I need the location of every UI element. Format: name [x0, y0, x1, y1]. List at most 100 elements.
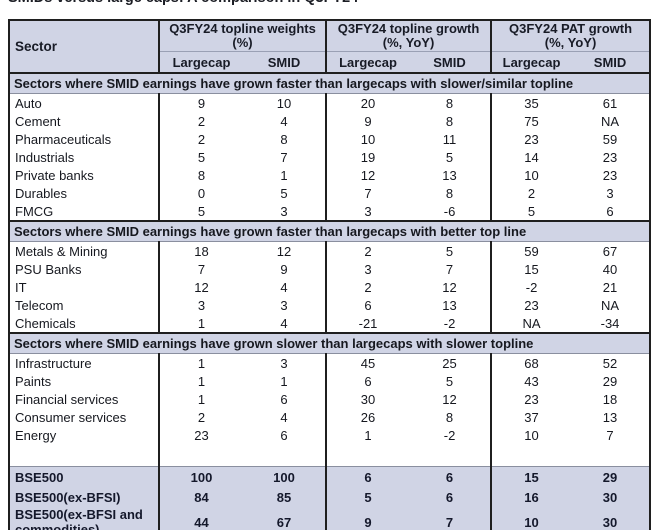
sector-cell: Durables — [9, 184, 159, 202]
column-group-topline-growth: Q3FY24 topline growth (%, YoY) — [325, 20, 492, 52]
sector-cell: IT — [9, 278, 159, 296]
value-cell: 23 — [490, 296, 572, 314]
value-cell: 5 — [158, 202, 243, 221]
value-cell: 10 — [490, 507, 572, 530]
value-cell: NA — [571, 112, 651, 130]
value-cell — [490, 444, 572, 467]
value-cell: -34 — [571, 314, 651, 333]
table-row: Metals & Mining 18 12 2 5 59 67 — [9, 241, 651, 260]
value-cell: 1 — [158, 353, 243, 372]
value-cell: 11 — [409, 130, 492, 148]
value-cell: 14 — [490, 148, 572, 166]
value-cell: 12 — [158, 278, 243, 296]
table-row: FMCG 5 3 3 -6 5 6 — [9, 202, 651, 221]
value-cell: 5 — [158, 148, 243, 166]
value-cell: 9 — [325, 507, 410, 530]
value-cell: 7 — [243, 148, 327, 166]
value-cell: 6 — [409, 466, 492, 487]
sector-cell: Consumer services — [9, 408, 159, 426]
sector-cell: Financial services — [9, 390, 159, 408]
value-cell: 3 — [325, 202, 410, 221]
value-cell: -6 — [409, 202, 492, 221]
summary-row: BSE500(ex-BFSI and commodities) 44 67 9 7 10 3… — [9, 507, 651, 530]
value-cell: 13 — [409, 296, 492, 314]
value-cell: -2 — [409, 426, 492, 444]
column-header-largecap: Largecap — [490, 51, 572, 73]
section-header-row: Sectors where SMID earnings have grown s… — [9, 332, 651, 354]
sector-cell: BSE500(ex-BFSI) — [9, 487, 159, 507]
value-cell — [243, 444, 327, 467]
value-cell: 2 — [158, 112, 243, 130]
value-cell: 40 — [571, 260, 651, 278]
value-cell: 7 — [158, 260, 243, 278]
group-title-line2: (%) — [232, 35, 253, 50]
value-cell: 8 — [409, 184, 492, 202]
comparison-table: Sector Q3FY24 topline weights (%) Q3FY24… — [8, 19, 652, 530]
value-cell: 6 — [325, 466, 410, 487]
page-title: SMIDs versus large caps: A comparison in… — [8, 0, 648, 9]
group-title-line1: Q3FY24 topline weights — [169, 21, 316, 36]
value-cell: 85 — [243, 487, 327, 507]
value-cell: 59 — [490, 241, 572, 260]
value-cell: 9 — [158, 93, 243, 112]
value-cell: 1 — [243, 372, 327, 390]
value-cell: 100 — [243, 466, 327, 487]
value-cell: 12 — [409, 390, 492, 408]
sector-cell: Auto — [9, 93, 159, 112]
value-cell: 9 — [325, 112, 410, 130]
value-cell: 23 — [490, 390, 572, 408]
value-cell: 67 — [571, 241, 651, 260]
value-cell: 19 — [325, 148, 410, 166]
value-cell: 20 — [325, 93, 410, 112]
sector-cell: Private banks — [9, 166, 159, 184]
value-cell: 52 — [571, 353, 651, 372]
column-group-pat-growth: Q3FY24 PAT growth (%, YoY) — [490, 20, 651, 52]
table-row: Cement 2 4 9 8 75 NA — [9, 112, 651, 130]
value-cell: 7 — [571, 426, 651, 444]
value-cell: 84 — [158, 487, 243, 507]
sector-cell: FMCG — [9, 202, 159, 221]
value-cell: 12 — [409, 278, 492, 296]
value-cell: 15 — [490, 260, 572, 278]
value-cell: 18 — [158, 241, 243, 260]
table-row: Energy 23 6 1 -2 10 7 — [9, 426, 651, 444]
value-cell: 23 — [571, 148, 651, 166]
value-cell: -2 — [409, 314, 492, 333]
value-cell: 5 — [243, 184, 327, 202]
value-cell: 23 — [490, 130, 572, 148]
value-cell: 37 — [490, 408, 572, 426]
table-row: PSU Banks 7 9 3 7 15 40 — [9, 260, 651, 278]
group-title-line2: (%, YoY) — [544, 35, 597, 50]
value-cell: 16 — [490, 487, 572, 507]
section-header: Sectors where SMID earnings have grown f… — [9, 220, 651, 242]
column-header-smid: SMID — [571, 51, 651, 73]
value-cell: 5 — [409, 372, 492, 390]
value-cell: NA — [490, 314, 572, 333]
value-cell: -2 — [490, 278, 572, 296]
value-cell: 35 — [490, 93, 572, 112]
value-cell: 13 — [571, 408, 651, 426]
value-cell: 30 — [325, 390, 410, 408]
value-cell: 8 — [409, 112, 492, 130]
sector-cell: Telecom — [9, 296, 159, 314]
sector-cell: BSE500(ex-BFSI and commodities) — [9, 507, 159, 530]
summary-row: BSE500 100 100 6 6 15 29 — [9, 466, 651, 487]
value-cell: 1 — [325, 426, 410, 444]
sector-cell: Energy — [9, 426, 159, 444]
sector-cell — [9, 444, 159, 467]
spacer-row — [9, 444, 651, 467]
value-cell: 10 — [490, 426, 572, 444]
column-header-sector: Sector — [9, 20, 159, 73]
value-cell: 3 — [571, 184, 651, 202]
sector-cell: Cement — [9, 112, 159, 130]
table-header: Sector Q3FY24 topline weights (%) Q3FY24… — [9, 20, 651, 73]
value-cell: 2 — [158, 408, 243, 426]
value-cell: 2 — [158, 130, 243, 148]
value-cell: 26 — [325, 408, 410, 426]
value-cell: 9 — [243, 260, 327, 278]
value-cell: 4 — [243, 278, 327, 296]
value-cell: -21 — [325, 314, 410, 333]
table-body: Sectors where SMID earnings have grown f… — [9, 72, 651, 530]
value-cell: 21 — [571, 278, 651, 296]
